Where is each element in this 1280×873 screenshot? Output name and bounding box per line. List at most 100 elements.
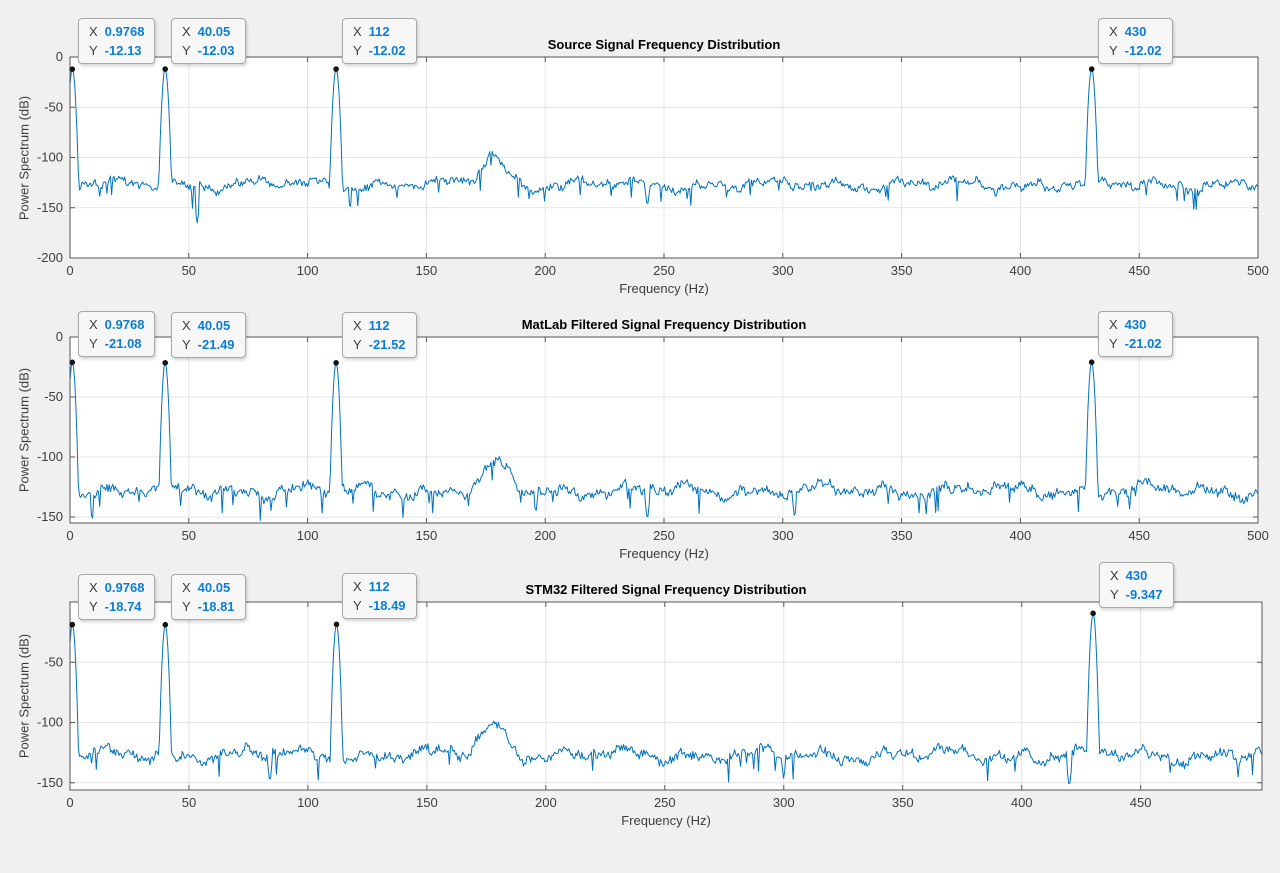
- datatip-value: -12.03: [197, 43, 235, 58]
- data-point-marker[interactable]: [162, 66, 168, 72]
- data-point-marker[interactable]: [162, 621, 169, 628]
- x-tick-label: 250: [653, 528, 675, 543]
- datatip-row: Y -12.02: [353, 41, 406, 60]
- datatip[interactable]: X 430 Y -9.347: [1099, 562, 1174, 608]
- datatip-axis-label: X: [353, 318, 362, 333]
- datatip-value: -18.49: [368, 598, 406, 613]
- x-tick-label: 400: [1010, 263, 1032, 278]
- datatip-axis-label: Y: [353, 337, 362, 352]
- x-tick-label: 50: [182, 795, 196, 810]
- datatip-axis-label: Y: [1109, 336, 1118, 351]
- datatip[interactable]: X 112 Y -21.52: [342, 312, 417, 358]
- datatip-axis-label: Y: [182, 337, 191, 352]
- plot-area: [70, 602, 1262, 790]
- data-point-marker[interactable]: [333, 66, 339, 72]
- spectrum-line[interactable]: [69, 361, 1259, 521]
- x-tick-label: 200: [534, 263, 556, 278]
- datatip-value: 112: [368, 579, 390, 594]
- y-tick-label: -50: [44, 654, 63, 669]
- spectrum-line[interactable]: [69, 68, 1259, 224]
- subplot-3: 0 50 100 150 200 250 300 350 400 450 -50 -100 -150: [37, 601, 1263, 810]
- datatip[interactable]: X 430 Y -12.02: [1098, 18, 1173, 64]
- spectrum-line[interactable]: [69, 612, 1263, 784]
- data-point-marker[interactable]: [162, 360, 168, 366]
- datatip-value: 112: [368, 318, 390, 333]
- datatip-row: X 430: [1110, 566, 1163, 585]
- datatip-value: -18.81: [197, 599, 235, 614]
- datatip-row: Y -12.02: [1109, 41, 1162, 60]
- datatip[interactable]: X 40.05 Y -21.49: [171, 312, 246, 358]
- x-tick-label: 450: [1128, 263, 1150, 278]
- datatip-axis-label: Y: [182, 43, 191, 58]
- x-tick-label: 200: [534, 528, 556, 543]
- datatip-value: -21.49: [197, 337, 235, 352]
- plot3-xlabel: Frequency (Hz): [621, 813, 711, 828]
- datatip-row: X 40.05: [182, 22, 235, 41]
- x-tick-label: 300: [772, 528, 794, 543]
- datatip-row: X 430: [1109, 315, 1162, 334]
- data-point-marker[interactable]: [1088, 359, 1095, 366]
- x-tick-label: 150: [416, 263, 438, 278]
- datatip-axis-label: Y: [89, 599, 98, 614]
- y-tick-label: -50: [44, 99, 63, 114]
- y-tick-label: -150: [37, 775, 63, 790]
- data-point-marker[interactable]: [333, 360, 339, 366]
- datatip-axis-label: Y: [1110, 587, 1119, 602]
- plot1-xlabel: Frequency (Hz): [619, 281, 709, 296]
- y-tick-label: -50: [44, 389, 63, 404]
- datatip[interactable]: X 430 Y -21.02: [1098, 311, 1173, 357]
- datatip-row: X 0.9768: [89, 578, 144, 597]
- data-point-marker[interactable]: [69, 66, 76, 72]
- x-tick-label: 250: [653, 263, 675, 278]
- datatip[interactable]: X 112 Y -12.02: [342, 18, 417, 64]
- plot3-title: STM32 Filtered Signal Frequency Distribu…: [525, 582, 807, 597]
- datatip-row: Y -12.03: [182, 41, 235, 60]
- datatip-axis-label: X: [89, 317, 98, 332]
- data-point-marker[interactable]: [333, 621, 340, 628]
- datatip-row: X 112: [353, 316, 406, 335]
- datatip-row: X 0.9768: [89, 22, 144, 41]
- x-tick-label: 350: [891, 528, 913, 543]
- y-tick-label: -100: [37, 150, 63, 165]
- datatip[interactable]: X 40.05 Y -12.03: [171, 18, 246, 64]
- plot2-xlabel: Frequency (Hz): [619, 546, 709, 561]
- data-point-marker[interactable]: [1088, 66, 1095, 72]
- datatip-axis-label: Y: [1109, 43, 1118, 58]
- axes-box: [69, 601, 1263, 791]
- plot2-title: MatLab Filtered Signal Frequency Distrib…: [521, 317, 807, 332]
- datatip[interactable]: X 40.05 Y -18.81: [171, 574, 246, 620]
- datatip-value: 430: [1124, 24, 1147, 39]
- x-tick-label: 0: [66, 528, 73, 543]
- x-tick-label: 400: [1011, 795, 1033, 810]
- x-tick-label: 50: [182, 263, 196, 278]
- datatip-axis-label: X: [353, 579, 362, 594]
- y-tick-label: -150: [37, 200, 63, 215]
- datatip-value: 0.9768: [104, 24, 145, 39]
- datatip[interactable]: X 112 Y -18.49: [342, 573, 417, 619]
- datatip-axis-label: Y: [353, 43, 362, 58]
- datatip[interactable]: X 0.9768 Y -21.08: [78, 311, 156, 357]
- x-tick-label: 350: [892, 795, 914, 810]
- datatip[interactable]: X 0.9768 Y -12.13: [78, 18, 156, 64]
- datatip-row: Y -21.08: [89, 334, 144, 353]
- datatip[interactable]: X 0.9768 Y -18.74: [78, 574, 156, 620]
- data-point-marker[interactable]: [69, 359, 76, 366]
- datatip-value: 112: [368, 24, 390, 39]
- y-tick-label: -200: [37, 250, 63, 265]
- datatip-row: Y -18.74: [89, 597, 144, 616]
- data-point-marker[interactable]: [1090, 610, 1096, 617]
- datatip-axis-label: X: [182, 580, 191, 595]
- subplot-1: 0 50 100 150 200 250 300 350 400 450 500 0 -50 -100 -1…: [37, 49, 1269, 278]
- x-tick-label: 0: [66, 263, 73, 278]
- data-point-marker[interactable]: [69, 621, 76, 628]
- datatip-row: X 430: [1109, 22, 1162, 41]
- datatip-axis-label: X: [89, 24, 98, 39]
- datatip-value: -21.08: [104, 336, 142, 351]
- datatip-axis-label: Y: [353, 598, 362, 613]
- datatip-axis-label: X: [1110, 568, 1119, 583]
- x-tick-label: 300: [772, 263, 794, 278]
- datatip-value: 40.05: [197, 318, 231, 333]
- plot3-ylabel: Power Spectrum (dB): [16, 633, 32, 759]
- x-tick-label: 0: [66, 795, 73, 810]
